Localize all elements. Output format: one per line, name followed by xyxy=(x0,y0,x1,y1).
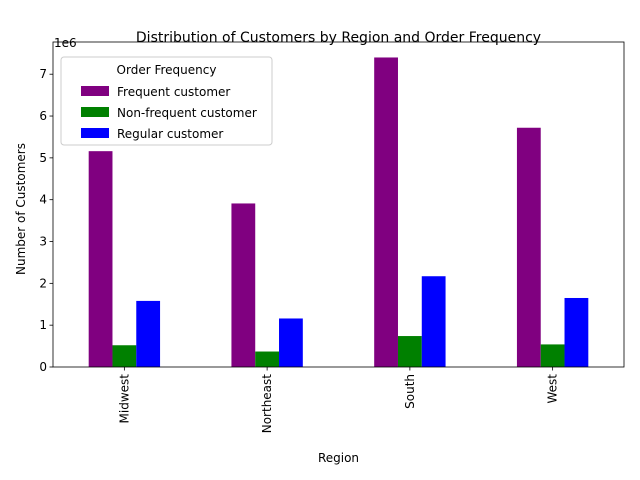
legend-label-non-frequent-customer: Non-frequent customer xyxy=(117,106,257,120)
x-axis-label: Region xyxy=(318,451,359,465)
x-tick-label-northeast: Northeast xyxy=(260,374,274,434)
bar-frequent-customer-south xyxy=(374,57,398,367)
bar-non-frequent-customer-south xyxy=(397,336,422,367)
bar-non-frequent-customer-midwest xyxy=(112,345,137,367)
bar-non-frequent-customer-west xyxy=(540,344,565,367)
y-tick-label: 0 xyxy=(39,360,47,374)
x-tick-label-west: West xyxy=(546,374,560,404)
legend-swatch-regular-customer xyxy=(81,128,109,138)
plot-frame xyxy=(52,41,625,368)
bar-frequent-customer-west xyxy=(516,127,541,367)
bar-regular-customer-midwest xyxy=(136,300,161,367)
y-tick-label: 6 xyxy=(39,109,47,123)
bar-non-frequent-customer-northeast xyxy=(255,351,280,367)
y-tick-label: 2 xyxy=(39,276,47,290)
y-tick-label: 7 xyxy=(39,67,47,81)
bar-regular-customer-northeast xyxy=(279,318,303,367)
legend-box xyxy=(60,56,273,146)
legend-swatch-frequent-customer xyxy=(81,86,109,96)
bar-frequent-customer-northeast xyxy=(231,203,256,367)
chart-title: Distribution of Customers by Region and … xyxy=(136,30,541,46)
x-tick-label-south: South xyxy=(403,374,417,409)
y-tick-label: 1 xyxy=(39,318,47,332)
y-axis-label: Number of Customers xyxy=(14,143,28,275)
legend-title: Order Frequency xyxy=(117,63,217,77)
y-tick-label: 4 xyxy=(39,193,47,207)
bar-regular-customer-west xyxy=(564,297,589,367)
plot-area: 0 1 2 3 4 5 6 7 Midwest Northeast South West xyxy=(39,41,625,434)
legend-swatch-non-frequent-customer xyxy=(81,107,109,117)
y-tick-label: 3 xyxy=(39,235,47,249)
y-axis-offset-text: 1e6 xyxy=(54,36,77,50)
legend-label-regular-customer: Regular customer xyxy=(117,127,223,141)
y-tick-label: 5 xyxy=(39,151,47,165)
legend-label-frequent-customer: Frequent customer xyxy=(117,85,230,99)
x-tick-label-midwest: Midwest xyxy=(117,374,131,424)
bar-frequent-customer-midwest xyxy=(88,151,113,367)
legend: Order Frequency Frequent customer Non-freq… xyxy=(60,56,273,146)
bar-regular-customer-south xyxy=(421,276,446,367)
